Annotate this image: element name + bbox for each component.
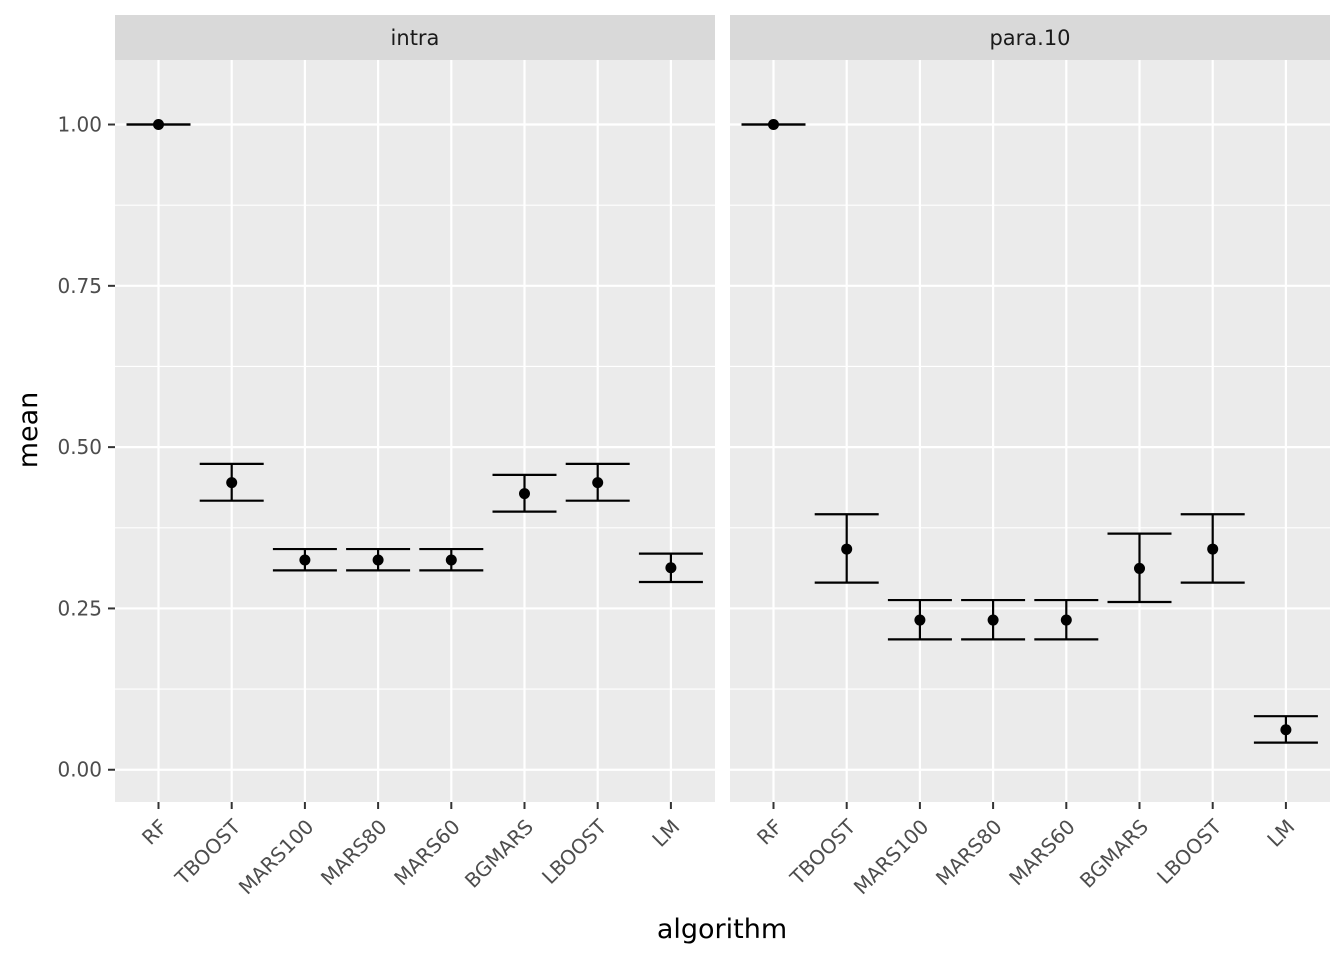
data-point [445, 554, 457, 566]
errorbar-lboost [1180, 513, 1245, 584]
x-tick-label: MARS80 [931, 815, 1007, 891]
x-tick-label: TBOOST [785, 814, 861, 890]
x-tick-label: RF [752, 815, 787, 850]
data-point [226, 477, 238, 489]
y-tick-label: 1.00 [57, 113, 102, 137]
errorbar-mars60 [1034, 598, 1099, 641]
data-point [519, 488, 530, 500]
y-axis: 0.00 0.25 0.50 0.75 1.00 [57, 113, 115, 782]
facet-para-10: para.10 RFTBOOSTMARS100MARS80MARS60BGMARS… [730, 15, 1330, 899]
errorbar-bgmars [492, 473, 557, 513]
strip-background [730, 15, 1330, 60]
errorbar-mars100 [887, 598, 952, 641]
x-tick-label: MARS100 [234, 815, 319, 900]
data-point [665, 562, 677, 574]
errorbar-rf [126, 119, 191, 131]
errorbar-mars60 [419, 547, 484, 572]
x-tick-label: MARS100 [849, 815, 934, 900]
y-tick-label: 0.75 [57, 274, 102, 298]
x-tick-label: LBOOST [537, 814, 612, 889]
x-tick-label: MARS80 [316, 815, 392, 891]
data-point [768, 119, 779, 131]
errorbar-mars80 [961, 598, 1026, 641]
x-tick-label: TBOOST [170, 814, 246, 890]
x-tick-label: MARS60 [1004, 815, 1080, 891]
data-point [1207, 543, 1219, 555]
x-tick-label: BGMARS [460, 815, 538, 893]
data-point [914, 614, 926, 626]
data-point [987, 614, 999, 626]
x-tick-label: LBOOST [1152, 814, 1227, 889]
x-tick-label: RF [137, 815, 172, 850]
data-point [1060, 614, 1072, 626]
x-tick-label: BGMARS [1075, 815, 1153, 893]
x-tick-label: LM [1262, 815, 1299, 852]
errorbar-mars100 [272, 547, 337, 572]
data-point [372, 554, 384, 566]
panel-background [115, 60, 715, 802]
errorbar-lm [638, 552, 703, 584]
errorbar-tboost [814, 513, 879, 584]
data-point [841, 543, 853, 555]
panel-background [730, 60, 1330, 802]
data-point [1134, 562, 1145, 574]
errorbar-mars80 [346, 547, 411, 572]
data-point [299, 554, 311, 566]
strip-background [115, 15, 715, 60]
y-tick-label: 0.25 [57, 596, 102, 620]
strip-label: para.10 [989, 26, 1070, 50]
data-point [153, 119, 164, 131]
errorbar-lm [1253, 715, 1318, 744]
data-point [592, 477, 604, 489]
y-tick-label: 0.00 [57, 758, 102, 782]
strip-label: intra [391, 26, 440, 50]
errorbar-tboost [199, 462, 264, 502]
y-axis-title: mean [13, 392, 44, 469]
x-axis-title: algorithm [657, 914, 787, 945]
y-tick-label: 0.50 [57, 435, 102, 459]
x-tick-label: LM [647, 815, 684, 852]
x-tick-label: MARS60 [389, 815, 465, 891]
data-point [1280, 724, 1292, 736]
errorbar-bgmars [1107, 532, 1172, 604]
errorbar-lboost [565, 462, 630, 502]
errorbar-rf [741, 119, 806, 131]
